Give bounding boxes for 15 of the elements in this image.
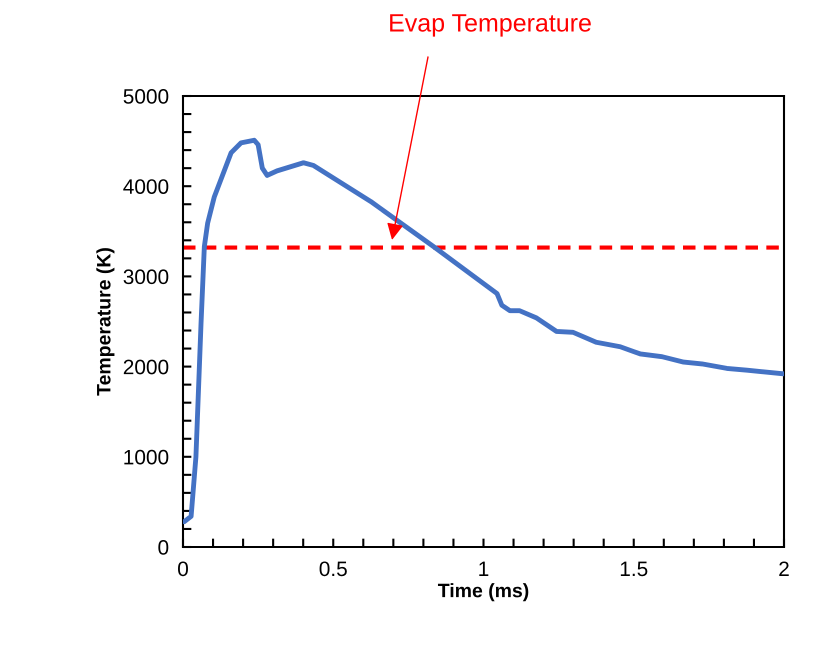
x-tick-label: 0.5 — [320, 561, 347, 576]
y-axis-title: Temperature (K) — [96, 248, 114, 396]
y-tick-label: 4000 — [123, 179, 168, 194]
x-tick-label: 1.5 — [620, 562, 648, 576]
y-tick-label: 2000 — [124, 360, 168, 374]
text: Evap Temperature — [390, 14, 591, 37]
y-tick-label: 1000 — [124, 450, 168, 465]
x-tick-label: 0 — [178, 561, 188, 576]
x-tick-label: 1 — [479, 562, 488, 576]
y-tick-label: 5000 — [124, 89, 168, 104]
y-tick-label: 3000 — [124, 269, 168, 284]
x-tick-label: 2 — [779, 561, 789, 576]
line-series — [183, 138, 784, 524]
y-tick-label: 0 — [158, 540, 168, 555]
x-axis-title: Time (ms) — [438, 583, 528, 602]
